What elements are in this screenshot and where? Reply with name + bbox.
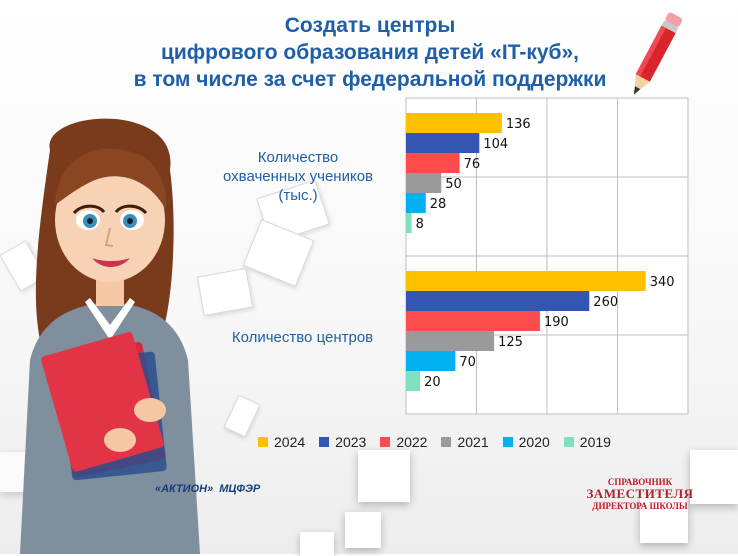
legend-item-2022: 2022 [380,434,427,450]
legend-label: 2021 [457,434,489,450]
logo-text: «АКТИОН» [155,483,214,495]
square-decoration [640,495,688,543]
bar-2021-1 [406,331,495,351]
bar-2019-1 [406,371,421,391]
bar-2019-0 [406,213,412,233]
logo-text: МЦФЭР [219,483,261,495]
category-label-line: Количество [257,149,339,166]
pencil-icon [633,12,683,95]
data-label: 76 [464,157,481,172]
legend-item-2024: 2024 [258,434,305,450]
bar-2023-1 [406,291,590,311]
legend-swatch [319,437,330,447]
spravochnik-logo: СПРАВОЧНИК ЗАМЕСТИТЕЛЯ ДИРЕКТОРА ШКОЛЫ [580,476,700,512]
legend-item-2019: 2019 [563,434,611,450]
bar-2022-0 [406,153,460,173]
title-line-2: цифрового образования детей «IT-куб», [160,41,580,64]
data-label: 340 [650,275,675,290]
bar-2020-0 [406,193,426,213]
data-label: 125 [498,335,523,350]
legend-swatch [563,437,574,447]
chart-legend: 2024 2023 2022 2021 2020 2019 [258,434,611,450]
data-label: 260 [593,295,618,310]
data-label: 104 [483,137,508,152]
legend-label: 2022 [396,434,428,450]
data-label: 8 [416,217,424,232]
logo-text: ДИРЕКТОРА ШКОЛЫ [592,501,688,511]
bar-2024-1 [406,271,646,291]
bar-2024-0 [406,113,502,133]
square-decoration [300,532,334,556]
page-title: Создать центры цифрового образования дет… [90,12,650,93]
data-label: 70 [459,355,476,370]
square-decoration [690,450,738,504]
category-label-centers: Количество центров [231,329,374,346]
legend-item-2020: 2020 [502,434,550,450]
title-line-1: Создать центры [284,14,456,37]
legend-item-2021: 2021 [441,434,489,450]
category-label-line: (тыс.) [278,187,318,204]
bar-2023-0 [406,133,480,153]
aktion-logo: «АКТИОН» МЦФЭР [155,483,260,495]
category-label-line: охваченных учеников [222,168,374,185]
legend-swatch [441,437,452,447]
teacher-illustration [20,118,200,554]
logo-text: ЗАМЕСТИТЕЛЯ [586,486,694,501]
legend-label: 2023 [335,434,367,450]
square-decoration [345,512,381,548]
data-label: 190 [544,315,569,330]
bar-2021-0 [406,173,442,193]
legend-swatch [380,437,391,447]
square-decoration [358,450,410,502]
logo-text: СПРАВОЧНИК [607,477,673,487]
legend-swatch [258,437,268,447]
legend-label: 2020 [518,434,550,450]
legend-label: 2019 [579,434,611,450]
bar-2020-1 [406,351,456,371]
data-label: 20 [424,375,441,390]
bar-2022-1 [406,311,540,331]
data-label: 50 [445,177,462,192]
legend-item-2023: 2023 [319,434,366,450]
legend-label: 2024 [274,434,306,450]
category-label-students: Количество охваченных учеников (тыс.) [198,148,398,205]
data-label: 28 [430,197,447,212]
data-label: 136 [506,117,531,132]
legend-swatch [502,437,513,447]
title-line-3: в том числе за счет федеральной поддержк… [133,68,607,91]
